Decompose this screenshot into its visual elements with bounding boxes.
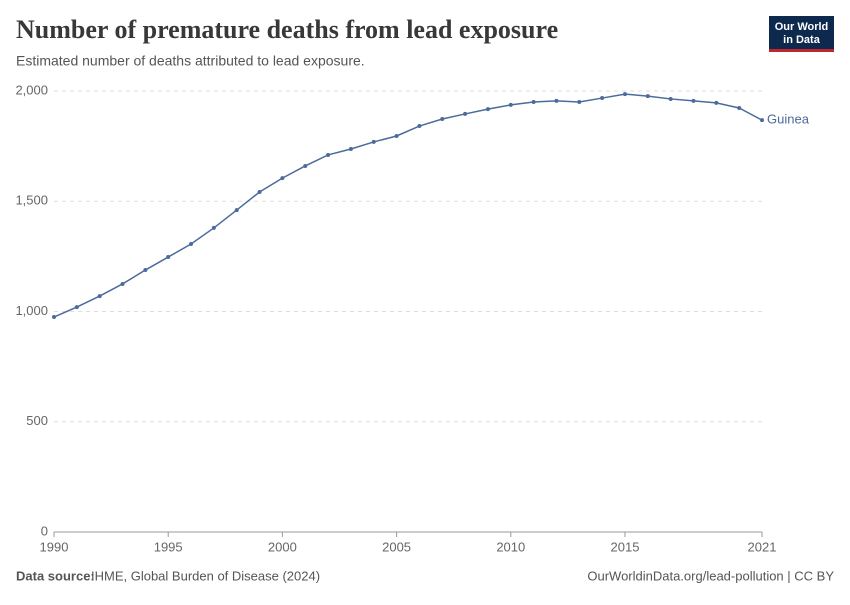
x-tick-label: 1990 (40, 539, 69, 554)
data-point (120, 281, 125, 286)
logo-bar (769, 49, 834, 52)
data-point (371, 139, 376, 144)
data-point (554, 98, 559, 103)
data-point (348, 146, 353, 151)
y-tick-label: 2,000 (15, 82, 48, 97)
data-point (508, 102, 513, 107)
x-tick-label: 2000 (268, 539, 297, 554)
logo-text: Our World (775, 21, 829, 33)
data-point (97, 294, 102, 299)
data-point (280, 176, 285, 181)
chart-subtitle: Estimated number of deaths attributed to… (16, 53, 365, 69)
data-point (52, 315, 56, 320)
data-point (485, 107, 490, 112)
data-point (577, 100, 582, 105)
data-point (737, 105, 742, 110)
data-point (394, 133, 399, 138)
series-label: Guinea (767, 112, 810, 127)
data-point (257, 189, 262, 194)
data-point (668, 96, 673, 101)
logo-text: in Data (783, 34, 821, 46)
data-point (622, 92, 627, 97)
x-tick-label: 2015 (611, 539, 640, 554)
source-label: Data source: (16, 568, 95, 583)
y-tick-label: 500 (26, 413, 48, 428)
x-tick-label: 1995 (154, 539, 183, 554)
data-point (326, 152, 331, 157)
source: IHME, Global Burden of Disease (2024) (91, 568, 320, 583)
x-tick-label: 2005 (382, 539, 411, 554)
data-point (440, 117, 445, 122)
y-tick-label: 1,000 (15, 303, 48, 318)
chart-title: Number of premature deaths from lead exp… (16, 15, 558, 44)
data-point (303, 163, 308, 168)
x-tick-label: 2010 (496, 539, 525, 554)
data-point (234, 208, 239, 213)
data-point (74, 305, 79, 310)
y-tick-label: 1,500 (15, 193, 48, 208)
data-point (143, 268, 148, 273)
x-tick-label: 2021 (748, 539, 777, 554)
data-point (714, 100, 719, 105)
data-point (531, 100, 536, 105)
data-point (600, 96, 605, 101)
data-point (463, 111, 468, 116)
data-point (645, 94, 650, 99)
data-point (189, 242, 194, 247)
data-point (417, 124, 422, 129)
data-point (760, 118, 764, 123)
data-point (691, 98, 696, 103)
source-url[interactable]: OurWorldinData.org/lead-pollution | CC B… (587, 568, 834, 583)
y-tick-label: 0 (41, 523, 48, 538)
data-point (166, 255, 171, 260)
series-line (53, 93, 763, 318)
logo[interactable] (769, 16, 834, 52)
data-point (211, 225, 216, 230)
